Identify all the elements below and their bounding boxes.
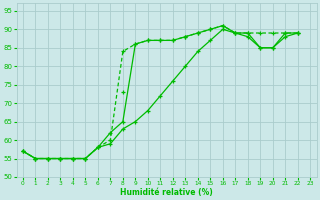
X-axis label: Humidité relative (%): Humidité relative (%) — [120, 188, 213, 197]
